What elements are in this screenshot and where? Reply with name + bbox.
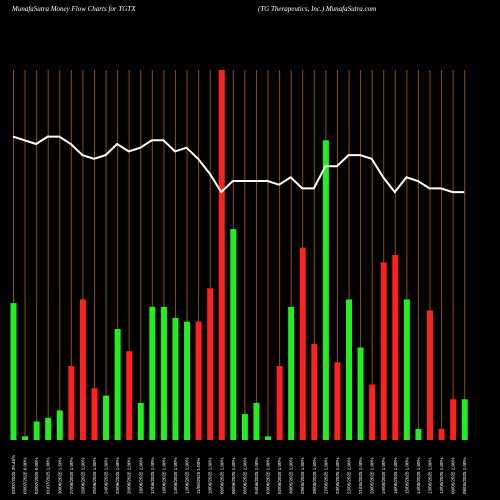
x-tick-label: 16/06/2025 1.00% [161, 457, 166, 494]
x-tick-label: 27/05/2025 1.00% [323, 457, 328, 494]
x-tick-label: 13/06/2025 1.00% [173, 457, 178, 494]
x-tick-label: 02/07/2025 0.00% [34, 457, 39, 494]
x-tick-label: 23/05/2025 1.00% [335, 457, 340, 494]
bar [357, 347, 364, 440]
x-tick-label: 03/06/2025 1.00% [266, 457, 271, 494]
bar [22, 436, 29, 440]
x-tick-label: 08/05/2025 1.00% [462, 457, 467, 494]
bar [334, 362, 341, 440]
x-tick-label: 14/05/2025 1.00% [416, 457, 421, 494]
bar [461, 399, 468, 440]
bar [91, 388, 98, 440]
bar [438, 428, 445, 440]
bar [253, 403, 260, 440]
x-tick-label: 23/06/2025 1.00% [115, 457, 120, 494]
x-tick-label: 10/06/2025 1.00% [208, 457, 213, 494]
x-tick-label: 29/05/2025 1.00% [300, 457, 305, 494]
bar [288, 306, 295, 440]
x-tick-label: 05/06/2025 1.00% [242, 457, 247, 494]
x-tick-label: 06/06/2025 1.00% [231, 457, 236, 494]
bar [56, 410, 63, 440]
bar [265, 436, 272, 440]
x-tick-label: 09/06/2025 1.00% [219, 457, 224, 494]
x-tick-label: 02/07/2025 39.45% [11, 455, 16, 494]
bar [346, 299, 353, 440]
x-tick-label: 20/06/2025 1.00% [127, 457, 132, 494]
bar [184, 321, 191, 440]
x-tick-label: 27/06/2025 1.00% [69, 457, 74, 494]
x-tick-label: 21/05/2025 1.00% [358, 457, 363, 494]
x-tick-label: 22/05/2025 1.00% [347, 457, 352, 494]
chart-title: MunafaSutra Money Flow Charts for TGTX [12, 5, 136, 13]
bar [68, 366, 75, 440]
price-line [12, 135, 465, 194]
x-tick-label: 30/05/2025 1.00% [289, 457, 294, 494]
bar [114, 329, 121, 440]
x-tick-label: 17/06/2025 1.00% [150, 457, 155, 494]
bar [218, 70, 225, 440]
x-tick-label: 24/06/2025 1.00% [104, 457, 109, 494]
bar [369, 384, 376, 440]
x-tick-label: 04/06/2025 1.00% [254, 457, 259, 494]
x-tick-label: 12/05/2025 1.00% [439, 457, 444, 494]
x-tick-label: 28/05/2025 1.00% [312, 457, 317, 494]
x-tick-label: 26/06/2025 1.00% [80, 457, 85, 494]
x-tick-label: 19/05/2025 1.00% [381, 457, 386, 494]
x-tick-label: 16/05/2025 1.00% [393, 457, 398, 494]
bar [241, 414, 248, 440]
bar [403, 299, 410, 440]
bar [207, 288, 214, 440]
bar [33, 421, 40, 440]
price-polyline [12, 135, 465, 194]
bar [160, 306, 167, 440]
bar [276, 366, 283, 440]
x-tick-label: 13/05/2025 1.00% [428, 457, 433, 494]
bar [427, 310, 434, 440]
bar [172, 317, 179, 440]
x-tick-label: 20/05/2025 1.00% [370, 457, 375, 494]
bar [45, 417, 52, 440]
x-tick-label: 15/05/2025 1.00% [404, 457, 409, 494]
chart-subtitle: (TG Therapeutics, Inc.) MunafaSutra.com [258, 5, 377, 13]
bar [137, 403, 144, 440]
x-tick-label: 12/06/2025 1.00% [185, 457, 190, 494]
x-tick-label: 25/06/2025 1.00% [92, 457, 97, 494]
bar [79, 299, 86, 440]
bar [149, 306, 156, 440]
x-tick-label: 03/07/2025 0.00% [23, 457, 28, 494]
bar [311, 343, 318, 440]
bar [230, 229, 237, 440]
x-tick-label: 09/05/2025 1.00% [451, 457, 456, 494]
x-tick-label: 01/07/2025 1.00% [46, 457, 51, 494]
bar [415, 428, 422, 440]
bar [10, 303, 17, 440]
bar [450, 399, 457, 440]
bar [299, 247, 306, 440]
x-tick-label: 02/06/2025 1.00% [277, 457, 282, 494]
bar [322, 140, 329, 441]
bar [195, 321, 202, 440]
x-axis-labels: 02/07/2025 39.45% 03/07/2025 0.00% 02/07/2… [11, 455, 467, 494]
bar-series [10, 70, 468, 441]
x-tick-label: 30/06/2025 1.50% [57, 457, 62, 494]
x-tick-label: 11/06/2025 1.00% [196, 458, 201, 494]
x-tick-label: 18/06/2025 1.00% [138, 457, 143, 494]
bar [126, 351, 133, 440]
bar [103, 395, 110, 440]
bar [380, 262, 387, 440]
bar [392, 255, 399, 440]
